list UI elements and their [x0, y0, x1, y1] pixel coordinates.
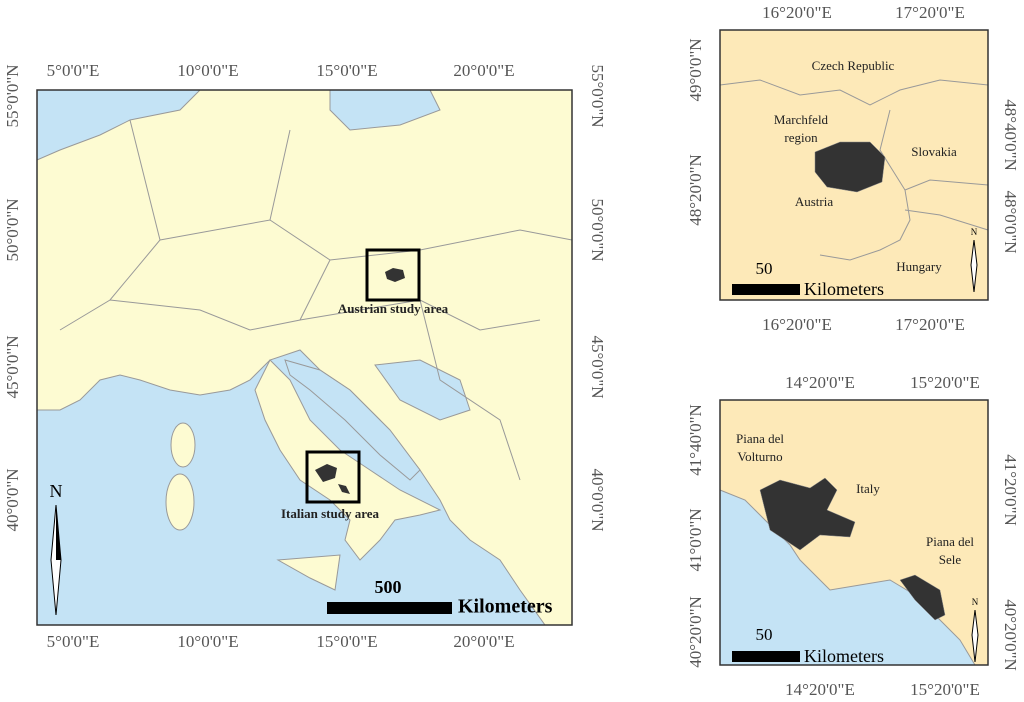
map-label: Volturno	[737, 449, 782, 464]
coordinate-label: 50°0'0"N	[588, 198, 607, 261]
coordinate-label: 40°20'0"N	[686, 596, 705, 668]
coordinate-label: 10°0'0"E	[177, 61, 238, 80]
scale-unit: Kilometers	[458, 596, 553, 618]
north-label: N	[50, 481, 63, 501]
north-label: N	[972, 597, 979, 607]
main-map: Austrian study area Italian study area N…	[36, 89, 573, 626]
coordinate-label: 40°20'0"N	[1001, 599, 1020, 671]
coordinate-label: 40°0'0"N	[588, 468, 607, 531]
north-label: N	[971, 227, 978, 237]
map-label: Hungary	[896, 259, 942, 274]
coordinate-label: 48°20'0"N	[686, 154, 705, 226]
map-label: Piana del	[736, 431, 784, 446]
scale-value: 500	[375, 577, 402, 597]
italy-inset: Piana del Volturno Italy Piana del Sele …	[719, 399, 989, 666]
coordinate-label: 45°0'0"N	[588, 335, 607, 398]
scale-unit: Kilometers	[804, 646, 884, 666]
map-label: Italy	[856, 481, 880, 496]
map-label: Slovakia	[911, 144, 957, 159]
coordinate-label: 14°20'0"E	[785, 680, 855, 699]
coordinate-label: 15°0'0"E	[316, 61, 377, 80]
coordinate-label: 17°20'0"E	[895, 3, 965, 22]
coordinate-label: 5°0'0"E	[47, 61, 100, 80]
map-label: Austrian study area	[338, 301, 449, 316]
coordinate-label: 14°20'0"E	[785, 373, 855, 392]
coordinate-label: 20°0'0"E	[453, 632, 514, 651]
coordinate-label: 41°0'0"N	[686, 508, 705, 571]
map-label: Piana del	[926, 534, 974, 549]
coordinate-label: 15°20'0"E	[910, 680, 980, 699]
scale-value: 50	[756, 259, 773, 278]
coordinate-label: 50°0'0"N	[3, 198, 22, 261]
coordinate-label: 16°20'0"E	[762, 315, 832, 334]
map-label: Czech Republic	[812, 58, 895, 73]
coordinate-label: 55°0'0"N	[3, 64, 22, 127]
coordinate-label: 5°0'0"E	[47, 632, 100, 651]
map-label: Italian study area	[281, 506, 379, 521]
map-label: Austria	[795, 194, 834, 209]
coordinate-label: 15°0'0"E	[316, 632, 377, 651]
coordinate-label: 41°40'0"N	[686, 404, 705, 476]
scale-value: 50	[756, 625, 773, 644]
coordinate-label: 16°20'0"E	[762, 3, 832, 22]
map-label: Marchfeld	[774, 112, 829, 127]
coordinate-label: 17°20'0"E	[895, 315, 965, 334]
coordinate-label: 15°20'0"E	[910, 373, 980, 392]
map-label: region	[784, 130, 818, 145]
coordinate-label: 10°0'0"E	[177, 632, 238, 651]
scale-unit: Kilometers	[804, 279, 884, 299]
coordinate-label: 40°0'0"N	[3, 468, 22, 531]
coordinate-label: 55°0'0"N	[588, 64, 607, 127]
coordinate-label: 48°40'0"N	[1001, 99, 1020, 171]
coordinate-label: 45°0'0"N	[3, 335, 22, 398]
coordinate-label: 41°20'0"N	[1001, 454, 1020, 526]
coordinate-label: 49°0'0"N	[686, 38, 705, 101]
coordinate-label: 20°0'0"E	[453, 61, 514, 80]
coordinate-label: 48°0'0"N	[1001, 190, 1020, 253]
austria-inset: Czech Republic Marchfeld region Slovakia…	[719, 29, 989, 301]
map-label: Sele	[939, 552, 962, 567]
